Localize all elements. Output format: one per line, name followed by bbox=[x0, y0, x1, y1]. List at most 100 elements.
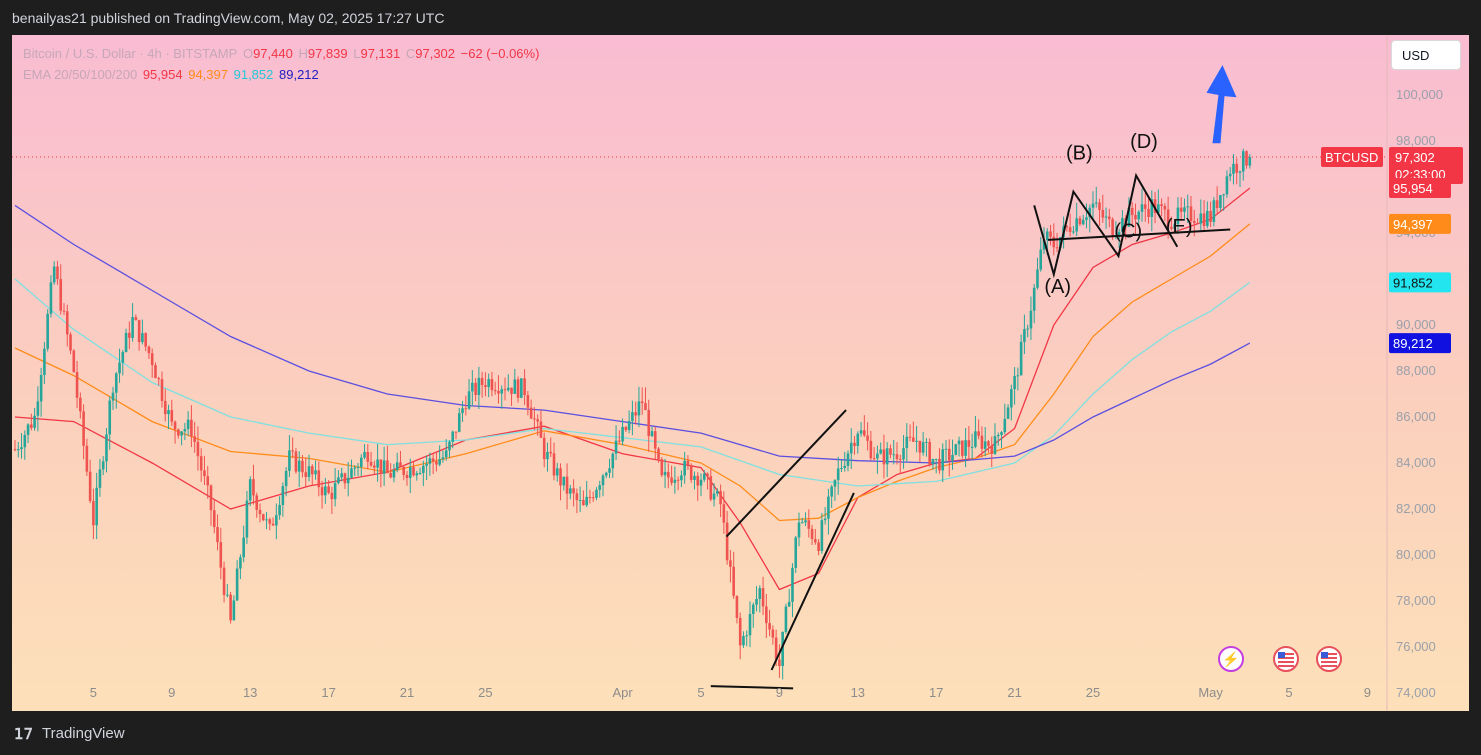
candle-body bbox=[624, 426, 628, 431]
candle-body bbox=[95, 487, 98, 526]
candle-body bbox=[748, 613, 752, 636]
candle-body bbox=[154, 365, 157, 379]
candle-body bbox=[448, 441, 451, 451]
chart-frame[interactable]: (A) (B) (C) (D) (E) 74,000 76,000 78,000 80,000… bbox=[12, 35, 1469, 711]
candle-body bbox=[725, 522, 729, 561]
candle-body bbox=[928, 441, 931, 465]
lightning-event-icon bbox=[1218, 646, 1244, 672]
candle-body bbox=[13, 449, 17, 451]
candle-body bbox=[1160, 204, 1163, 207]
candle-body bbox=[297, 460, 301, 472]
candle-body bbox=[990, 445, 994, 454]
candle-body bbox=[422, 465, 425, 473]
candle-body bbox=[343, 473, 347, 484]
candle-body bbox=[709, 476, 713, 500]
candle-body bbox=[235, 568, 239, 601]
candle-body bbox=[539, 421, 543, 438]
wedge-upper-line bbox=[725, 409, 847, 538]
candle-body bbox=[510, 387, 513, 394]
wave-label: (C) bbox=[1114, 221, 1142, 243]
candle-body bbox=[163, 400, 167, 415]
candle-body bbox=[193, 436, 196, 442]
x-tick-label: 17 bbox=[321, 685, 335, 700]
candle-body bbox=[493, 390, 497, 392]
candle-body bbox=[265, 519, 268, 521]
candle-body bbox=[278, 504, 281, 516]
candle-body bbox=[56, 266, 59, 280]
y-tick-label: 80,000 bbox=[1396, 547, 1436, 562]
candle-body bbox=[859, 430, 863, 434]
us-flag-stripe bbox=[1278, 665, 1294, 667]
candle-body bbox=[124, 332, 128, 353]
candle-body bbox=[827, 496, 830, 519]
candle-body bbox=[39, 375, 43, 402]
candle-body bbox=[451, 431, 455, 442]
candle-body bbox=[542, 437, 546, 460]
candle-body bbox=[938, 458, 941, 471]
candle-body bbox=[1052, 236, 1056, 248]
candle-body bbox=[1196, 223, 1199, 225]
candle-body bbox=[203, 470, 206, 477]
ema-line-ema200 bbox=[14, 204, 1251, 464]
y-tick-label: 86,000 bbox=[1396, 409, 1436, 424]
candle-body bbox=[1108, 216, 1111, 220]
candle-body bbox=[16, 449, 20, 451]
event-icons: ⚡ bbox=[1218, 646, 1342, 672]
candle-body bbox=[1170, 226, 1173, 229]
price-chart[interactable]: (A) (B) (C) (D) (E) 74,000 76,000 78,000 80,000… bbox=[12, 35, 1469, 711]
legend-l-label: L bbox=[353, 46, 361, 61]
candle-body bbox=[879, 449, 882, 454]
candle-body bbox=[431, 458, 435, 462]
candle-body bbox=[69, 334, 72, 351]
candle-body bbox=[1029, 310, 1033, 329]
candle-body bbox=[43, 348, 46, 376]
candle-body bbox=[572, 488, 575, 494]
candle-body bbox=[1241, 151, 1245, 172]
candle-body bbox=[957, 440, 961, 445]
candle-body bbox=[1072, 231, 1075, 233]
candle-body bbox=[755, 598, 758, 605]
candle-body bbox=[359, 457, 363, 467]
candle-body bbox=[497, 390, 500, 394]
candle-body bbox=[618, 440, 621, 442]
candle-body bbox=[190, 419, 193, 437]
candle-body bbox=[170, 410, 174, 422]
candle-body bbox=[836, 468, 840, 481]
candle-body bbox=[177, 429, 180, 436]
candle-body bbox=[1235, 163, 1239, 173]
candle-body bbox=[330, 492, 334, 500]
candle-body bbox=[591, 497, 595, 499]
legend-o-label: O bbox=[242, 46, 254, 61]
candle-body bbox=[405, 474, 409, 478]
currency-button[interactable]: USD bbox=[1391, 40, 1461, 70]
candle-body bbox=[1143, 204, 1147, 209]
lightning-glyph: ⚡ bbox=[1222, 651, 1239, 668]
chart-legend: Bitcoin / U.S. Dollar · 4h · BITSTAMP O9… bbox=[23, 43, 541, 85]
candle-body bbox=[457, 413, 461, 432]
candle-body bbox=[428, 458, 432, 464]
drawings: (A) (B) (C) (D) (E) bbox=[12, 65, 1387, 690]
us-flag-stripe bbox=[1278, 653, 1294, 655]
candle-body bbox=[141, 333, 144, 343]
ema-line-ema100 bbox=[14, 278, 1251, 487]
candle-body bbox=[363, 452, 366, 458]
candle-body bbox=[559, 468, 562, 486]
candle-body bbox=[399, 462, 402, 467]
candle-body bbox=[696, 475, 700, 486]
footer-brand[interactable]: TradingView bbox=[42, 725, 125, 742]
candle-body bbox=[555, 468, 559, 476]
candle-body bbox=[1183, 207, 1186, 212]
tradingview-logo-icon[interactable]: 𝟣𝟩 bbox=[14, 726, 34, 743]
candle-body bbox=[1222, 194, 1225, 196]
candle-body bbox=[520, 378, 523, 398]
candle-body bbox=[180, 431, 183, 436]
candle-body bbox=[199, 456, 203, 471]
candle-body bbox=[467, 391, 471, 409]
candle-body bbox=[500, 389, 504, 394]
candle-body bbox=[676, 479, 680, 481]
legend-change: −62 (−0.06%) bbox=[460, 46, 540, 61]
candle-body bbox=[1003, 418, 1007, 433]
candle-body bbox=[513, 379, 517, 394]
x-tick-label: 9 bbox=[776, 685, 783, 700]
candle-body bbox=[85, 445, 89, 472]
